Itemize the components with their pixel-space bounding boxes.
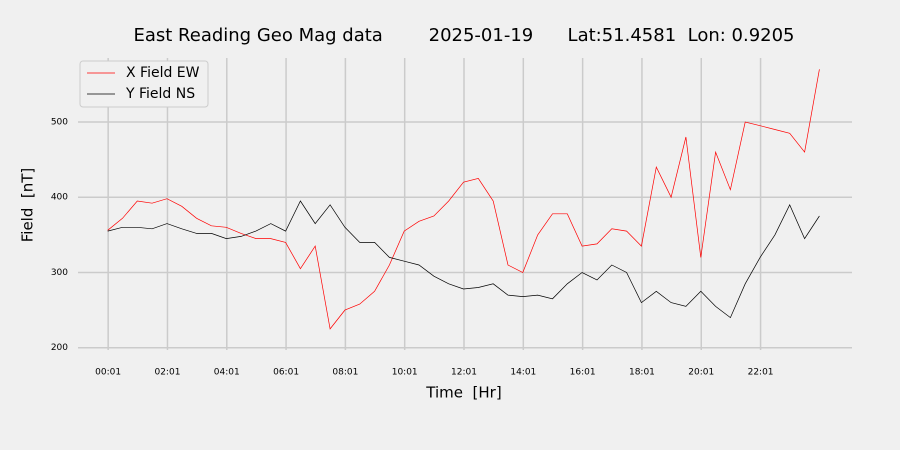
series-line <box>107 69 820 330</box>
y-tick-label: 500 <box>51 117 68 127</box>
y-tick-label: 400 <box>51 193 68 203</box>
chart-title: East Reading Geo Mag data 2025-01-19 Lat… <box>133 25 794 46</box>
x-tick-label: 08:01 <box>332 368 358 378</box>
y-axis-label: Field [nT] <box>19 168 37 243</box>
y-tick-label: 300 <box>51 268 68 278</box>
legend-label: Y Field NS <box>125 86 195 102</box>
x-tick-label: 04:01 <box>214 368 240 378</box>
x-tick-label: 16:01 <box>570 368 596 378</box>
x-tick-label: 22:01 <box>748 368 774 378</box>
x-tick-label: 02:01 <box>154 368 180 378</box>
legend-label: X Field EW <box>126 65 200 81</box>
legend-box <box>79 60 209 108</box>
x-tick-label: 06:01 <box>273 368 299 378</box>
x-tick-label: 14:01 <box>510 368 536 378</box>
x-axis-label: Time [Hr] <box>425 384 501 402</box>
x-tick-label: 18:01 <box>629 368 655 378</box>
y-tick-label: 200 <box>51 343 68 353</box>
x-tick-label: 20:01 <box>688 368 714 378</box>
x-tick-label: 10:01 <box>392 368 418 378</box>
x-tick-label: 12:01 <box>451 368 477 378</box>
x-tick-label: 00:01 <box>95 368 121 378</box>
series-line <box>107 200 820 319</box>
